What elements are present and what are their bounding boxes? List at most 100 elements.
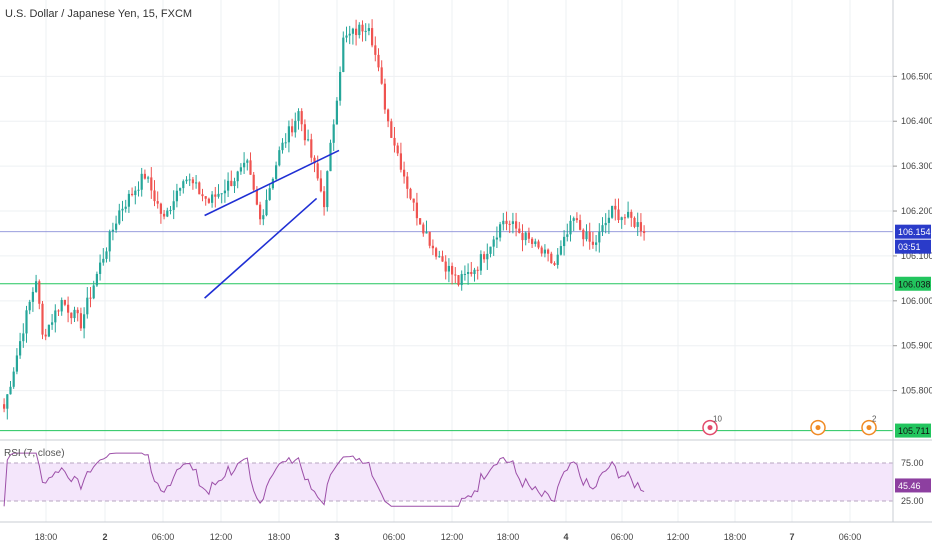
candle [12, 367, 15, 389]
candle [524, 231, 527, 246]
candle [211, 191, 214, 208]
wedge-trendline[interactable] [204, 149, 340, 217]
candle [195, 175, 198, 189]
candle [550, 251, 553, 264]
svg-text:106.038: 106.038 [898, 279, 931, 289]
time-tick-label: 12:00 [441, 532, 464, 542]
time-tick-label: 18:00 [497, 532, 520, 542]
candle [67, 296, 70, 323]
candle [137, 181, 140, 197]
event-marker-icon[interactable]: 2 [861, 415, 877, 436]
candle [153, 180, 156, 207]
time-tick-label: 2 [102, 532, 107, 542]
price-tick-label: 105.800 [901, 386, 932, 396]
candle [307, 129, 310, 142]
wedge-trendline[interactable] [204, 197, 318, 299]
event-marker-icon[interactable] [810, 419, 826, 436]
candle [271, 177, 274, 190]
candle [268, 184, 271, 201]
candle [572, 216, 575, 232]
time-tick-label: 18:00 [35, 532, 58, 542]
candle [118, 203, 121, 226]
candle [367, 23, 370, 36]
candle [588, 222, 591, 250]
candle [415, 192, 418, 226]
candle [575, 212, 578, 223]
candle [342, 31, 345, 73]
candle [534, 238, 537, 247]
candle [220, 193, 223, 204]
event-marker-icon[interactable]: 10 [702, 415, 722, 436]
candle [99, 254, 102, 281]
candle [502, 212, 505, 231]
candle [518, 221, 521, 234]
candle [591, 231, 594, 249]
candle [620, 216, 623, 229]
rsi-tick-label: 75.00 [901, 458, 924, 468]
candle [278, 146, 281, 167]
candle [508, 220, 511, 234]
candle [38, 279, 41, 310]
candle [601, 217, 604, 237]
candle [108, 229, 111, 262]
candle [483, 251, 486, 263]
candle [6, 394, 9, 420]
candle [627, 201, 630, 219]
candle [89, 287, 92, 308]
candle [495, 226, 498, 249]
candle [335, 97, 338, 125]
candle [262, 209, 265, 226]
candle [457, 274, 460, 287]
candle [377, 48, 380, 72]
candle [265, 189, 268, 217]
candle [393, 126, 396, 153]
candle [505, 211, 508, 231]
candle [313, 155, 316, 173]
candle [441, 250, 444, 262]
candle [83, 307, 86, 339]
candle [303, 119, 306, 146]
candle [579, 214, 582, 231]
current-price-badge: 106.154 [895, 224, 931, 239]
candle [294, 112, 297, 138]
candle [31, 287, 34, 312]
candle [463, 265, 466, 281]
candle [454, 267, 457, 284]
candle [239, 163, 242, 175]
candle [143, 169, 146, 180]
chart-grid [0, 0, 893, 522]
candle [390, 118, 393, 138]
event-markers[interactable]: 10 2 [702, 415, 877, 436]
candle [214, 186, 217, 208]
candle [191, 176, 194, 190]
svg-text:45.46: 45.46 [898, 481, 921, 491]
svg-text:03:51: 03:51 [898, 242, 921, 252]
candle [332, 119, 335, 151]
candle [643, 225, 646, 241]
candle [236, 170, 239, 189]
candle [291, 118, 294, 137]
candle [460, 270, 463, 291]
horizontal-levels[interactable] [0, 231, 893, 432]
candle [387, 108, 390, 128]
candle [428, 231, 431, 249]
candle [156, 191, 159, 209]
time-tick-label: 4 [563, 532, 568, 542]
candle [371, 19, 374, 48]
level-price-badge: 105.711 [895, 423, 931, 438]
candle [569, 215, 572, 242]
candle [185, 176, 188, 184]
candle [172, 190, 175, 220]
candle [595, 235, 598, 252]
candle [585, 224, 588, 242]
candle [451, 262, 454, 285]
candle [348, 25, 351, 45]
candle [255, 186, 258, 206]
rsi-value-badge: 45.46 [895, 478, 931, 493]
candle [380, 60, 383, 85]
candle [159, 202, 162, 224]
wedge-drawing[interactable] [204, 149, 340, 299]
candle [57, 309, 60, 316]
candle [374, 36, 377, 62]
